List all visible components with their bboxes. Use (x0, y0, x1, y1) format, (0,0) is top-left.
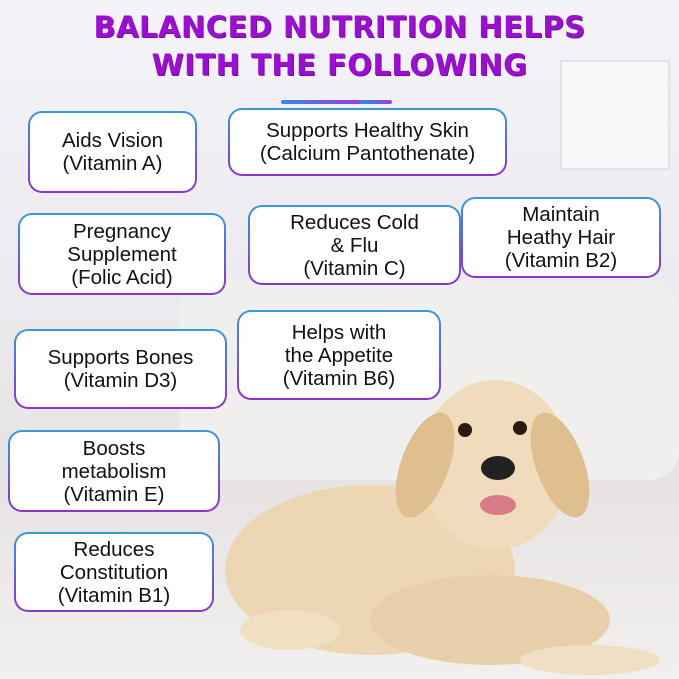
benefit-bones: Supports Bones (Vitamin D3) (14, 329, 227, 409)
benefit-aids-vision: Aids Vision (Vitamin A) (28, 111, 197, 193)
benefit-text: Pregnancy (72, 219, 171, 243)
benefit-text: Helps with (291, 320, 387, 344)
benefit-text: Constitution (59, 560, 169, 584)
benefit-text: (Vitamin B6) (282, 366, 396, 390)
benefit-text: Aids Vision (61, 129, 164, 152)
benefit-text: Reduces (73, 537, 155, 561)
benefit-text: Reduces Cold (290, 210, 419, 234)
benefit-healthy-skin: Supports Healthy Skin (Calcium Pantothena… (228, 108, 507, 176)
benefit-constitution: Reduces Constitution (Vitamin B1) (14, 532, 214, 612)
benefit-text: (Vitamin E) (63, 482, 165, 506)
headline: BALANCED NUTRITION HELPS WITH THE FOLLOW… (0, 8, 679, 84)
benefit-hair: Maintain Heathy Hair (Vitamin B2) (461, 197, 661, 278)
benefit-text: (Folic Acid) (71, 265, 173, 289)
benefit-text: (Calcium Pantothenate) (259, 142, 476, 165)
headline-underline (281, 100, 392, 104)
benefit-text: Boosts (82, 436, 146, 460)
benefit-cold-flu: Reduces Cold & Flu (Vitamin C) (248, 205, 461, 285)
benefit-text: Supplement (67, 242, 177, 266)
headline-line-1: BALANCED NUTRITION HELPS (93, 10, 586, 44)
benefit-text: (Vitamin B2) (504, 249, 618, 272)
benefit-pregnancy: Pregnancy Supplement (Folic Acid) (18, 213, 226, 295)
benefit-text: Supports Healthy Skin (266, 119, 469, 142)
benefit-text: (Vitamin C) (303, 256, 406, 280)
benefit-text: the Appetite (284, 343, 394, 367)
benefit-text: (Vitamin B1) (57, 583, 171, 607)
benefit-text: metabolism (61, 459, 167, 483)
benefit-text: & Flu (330, 233, 379, 257)
benefit-text: Supports Bones (47, 346, 194, 369)
benefit-text: Heathy Hair (506, 226, 616, 249)
dog-image (225, 380, 660, 675)
benefit-text: (Vitamin D3) (63, 369, 178, 392)
benefit-metabolism: Boosts metabolism (Vitamin E) (8, 430, 220, 512)
headline-line-2: WITH THE FOLLOWING (151, 48, 528, 82)
benefit-text: (Vitamin A) (62, 152, 163, 175)
benefit-appetite: Helps with the Appetite (Vitamin B6) (237, 310, 441, 400)
benefit-text: Maintain (522, 203, 600, 226)
background-window (560, 60, 670, 170)
